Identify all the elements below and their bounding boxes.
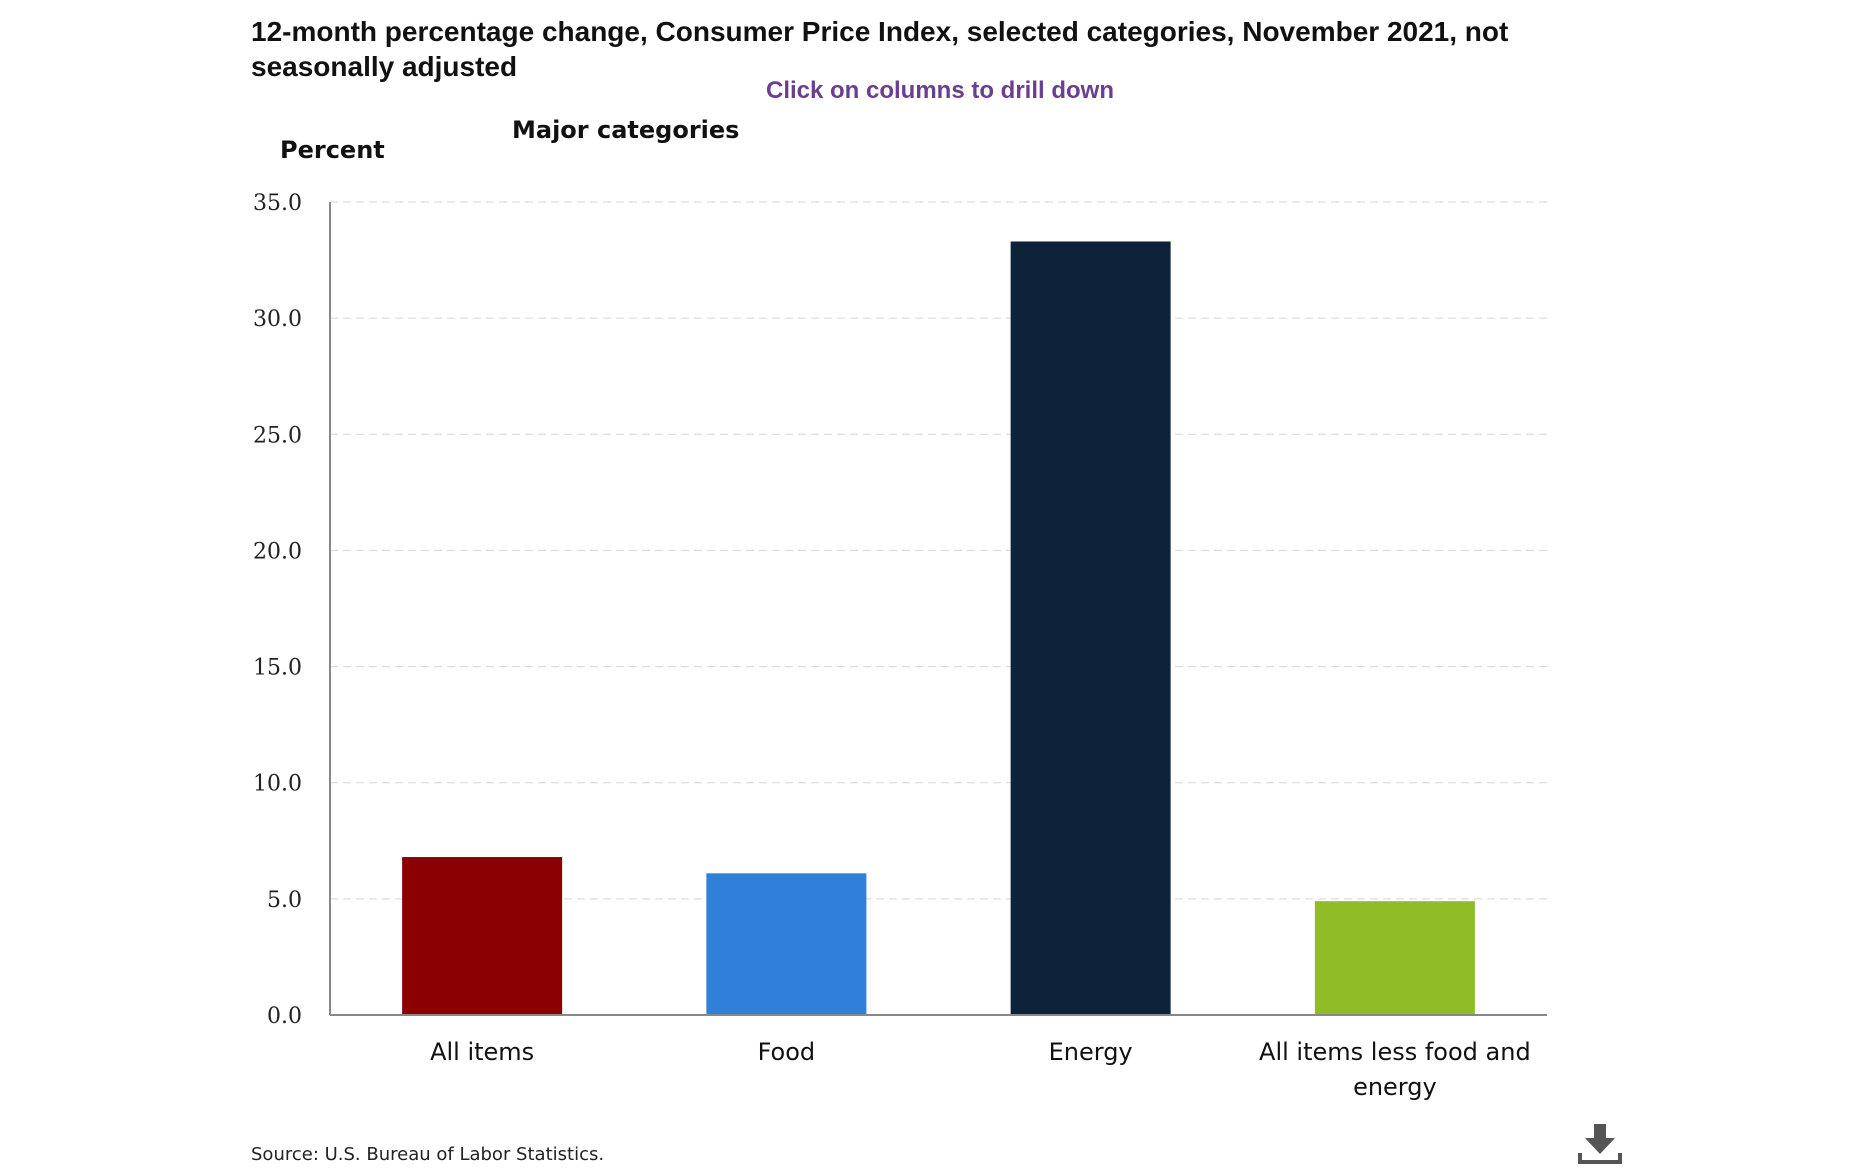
y-axis-label: Percent — [280, 136, 385, 164]
y-tick-label: 35.0 — [253, 191, 302, 216]
x-tick-label: Food — [758, 1038, 816, 1066]
y-tick-label: 15.0 — [253, 656, 302, 681]
chart-subtitle: Major categories — [512, 116, 740, 144]
drill-down-instruction: Click on columns to drill down — [765, 77, 1114, 104]
x-tick-label: Energy — [1049, 1038, 1133, 1066]
x-tick-label: All items less food and — [1259, 1038, 1531, 1066]
y-tick-label: 30.0 — [253, 307, 302, 332]
bar[interactable] — [706, 873, 867, 1015]
bar[interactable] — [402, 857, 563, 1015]
source-note: Source: U.S. Bureau of Labor Statistics. — [251, 1144, 605, 1165]
y-tick-label: 20.0 — [253, 539, 302, 564]
y-tick-label: 5.0 — [267, 888, 302, 913]
y-tick-label: 25.0 — [253, 423, 302, 448]
download-icon[interactable] — [1576, 1122, 1624, 1166]
y-tick-label: 10.0 — [253, 772, 302, 797]
x-tick-label: energy — [1353, 1073, 1437, 1101]
x-tick-label: All items — [430, 1038, 534, 1066]
bar[interactable] — [1314, 901, 1475, 1015]
chart-title: 12-month percentage change, Consumer Pri… — [251, 16, 1509, 82]
bar[interactable] — [1010, 241, 1171, 1015]
y-tick-label: 0.0 — [267, 1004, 302, 1029]
